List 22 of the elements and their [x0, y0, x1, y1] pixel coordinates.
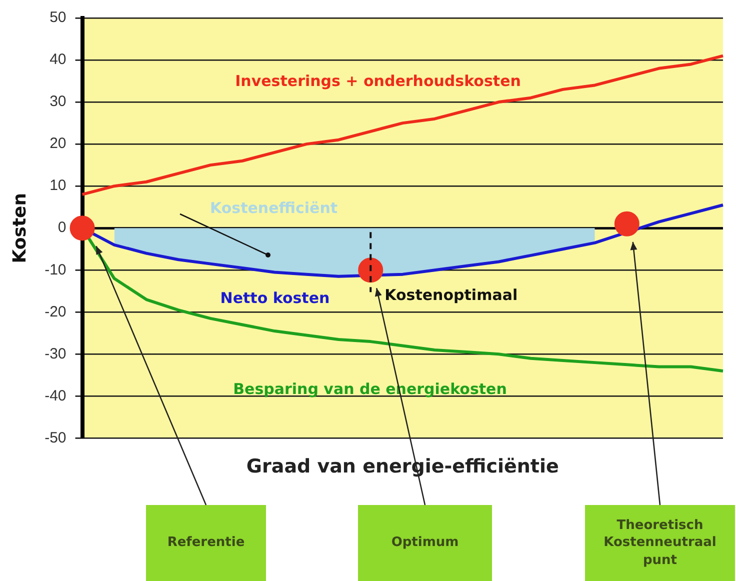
- y-tick-label: 10: [50, 177, 66, 194]
- y-tick-label: -30: [44, 345, 66, 362]
- y-tick-label: 50: [50, 9, 66, 26]
- y-tick-label: -20: [44, 303, 66, 320]
- y-tick-label: 40: [50, 51, 66, 68]
- point: [358, 258, 384, 283]
- text: Theoretisch Kostenneutraal punt: [585, 505, 735, 581]
- point: [70, 216, 95, 241]
- y-tick-label: 20: [50, 135, 66, 152]
- series-label: Investerings + onderhoudskosten: [235, 72, 521, 90]
- y-axis-title: Kosten: [9, 192, 30, 264]
- y-tick-label: -50: [44, 429, 66, 446]
- y-tick-label: 30: [50, 93, 66, 110]
- series-label: Kostenefficiënt: [210, 198, 338, 217]
- y-tick-label: 0: [58, 219, 66, 236]
- annotation: Kostenoptimaal: [384, 286, 518, 304]
- y-tick-label: -40: [44, 387, 66, 404]
- text: Optimum: [358, 505, 492, 581]
- text: Referentie: [146, 505, 266, 581]
- series-label: Netto kosten: [220, 288, 330, 307]
- y-tick-label: -10: [44, 261, 66, 278]
- point: [614, 211, 640, 236]
